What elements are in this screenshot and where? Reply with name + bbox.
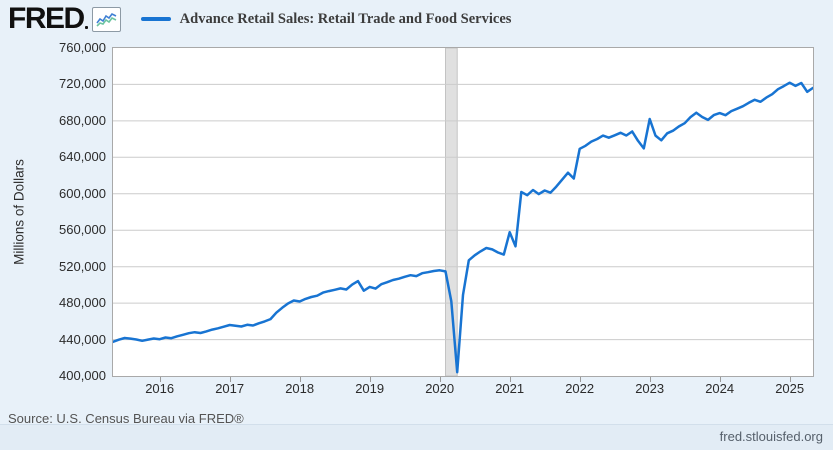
y-tick-label: 440,000 bbox=[59, 331, 106, 347]
series-line bbox=[113, 81, 813, 374]
y-tick-label: 520,000 bbox=[59, 258, 106, 274]
x-tick-mark bbox=[229, 377, 231, 382]
source-note: Source: U.S. Census Bureau via FRED® bbox=[8, 411, 244, 426]
chart-legend: Advance Retail Sales: Retail Trade and F… bbox=[140, 10, 512, 28]
x-tick-label: 2017 bbox=[215, 381, 245, 396]
x-tick-label: 2021 bbox=[495, 381, 525, 396]
y-tick-label: 720,000 bbox=[59, 76, 106, 92]
x-tick-mark bbox=[509, 377, 511, 382]
x-tick-mark bbox=[159, 377, 161, 382]
y-tick-label: 480,000 bbox=[59, 295, 106, 311]
recession-band bbox=[445, 48, 458, 376]
y-tick-label: 600,000 bbox=[59, 185, 106, 201]
x-tick-label: 2020 bbox=[425, 381, 455, 396]
x-tick-mark bbox=[579, 377, 581, 382]
fred-logo: FRED bbox=[8, 4, 89, 34]
footer-strip: fred.stlouisfed.org bbox=[0, 424, 833, 450]
x-tick-mark bbox=[649, 377, 651, 382]
y-tick-label: 400,000 bbox=[59, 368, 106, 383]
plot-area bbox=[112, 47, 814, 377]
x-tick-mark bbox=[299, 377, 301, 382]
header: FRED Advance Retail Sales: Retail Trade … bbox=[8, 4, 512, 34]
x-tick-mark bbox=[719, 377, 721, 382]
x-tick-mark bbox=[439, 377, 441, 382]
legend-line-swatch bbox=[140, 17, 171, 21]
x-tick-label: 2018 bbox=[285, 381, 315, 396]
y-tick-label: 560,000 bbox=[59, 222, 106, 238]
x-tick-label: 2024 bbox=[705, 381, 735, 396]
x-tick-label: 2023 bbox=[635, 381, 665, 396]
x-tick-label: 2022 bbox=[565, 381, 595, 396]
x-tick-label: 2016 bbox=[145, 381, 175, 396]
x-tick-mark bbox=[369, 377, 371, 382]
x-tick-label: 2025 bbox=[775, 381, 805, 396]
fred-sparkline-icon bbox=[91, 6, 121, 32]
y-tick-label: 640,000 bbox=[59, 149, 106, 165]
y-axis-title: Millions of Dollars bbox=[11, 159, 27, 265]
series-title: Advance Retail Sales: Retail Trade and F… bbox=[179, 10, 512, 27]
site-url: fred.stlouisfed.org bbox=[719, 429, 823, 444]
x-tick-mark bbox=[789, 377, 791, 382]
y-tick-label: 760,000 bbox=[59, 40, 106, 55]
y-tick-label: 680,000 bbox=[59, 112, 106, 128]
x-tick-label: 2019 bbox=[355, 381, 385, 396]
